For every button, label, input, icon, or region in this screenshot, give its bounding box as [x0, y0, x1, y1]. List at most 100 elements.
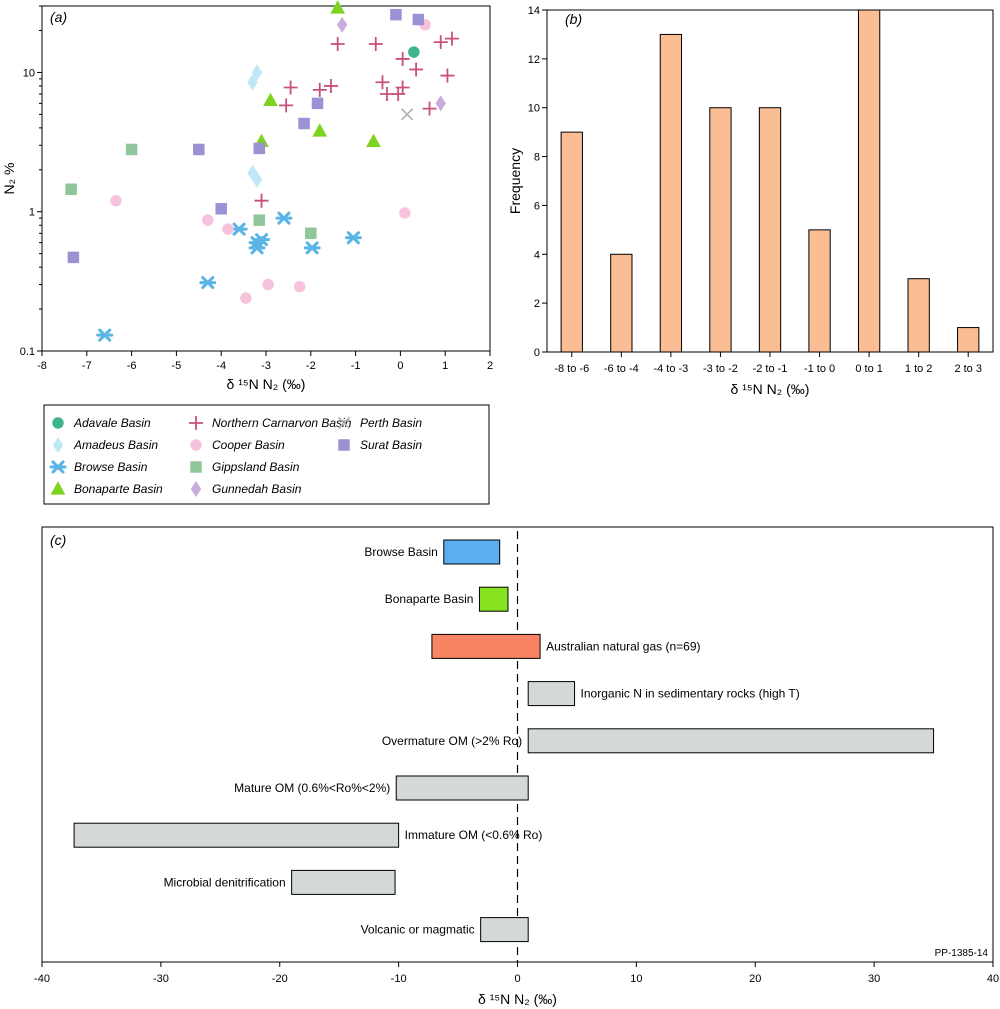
legend-label: Amadeus Basin	[73, 438, 158, 452]
x-tick-label: -5	[172, 360, 182, 372]
histogram-x-axis-label: δ ¹⁵N N₂ (‰)	[731, 381, 810, 397]
data-point	[391, 87, 406, 102]
range-bar-label: Immature OM (<0.6% Ro)	[405, 828, 543, 842]
histogram-bar	[659, 33, 683, 353]
histogram-bar	[957, 327, 980, 353]
panel-label-b: (b)	[565, 11, 582, 27]
data-point	[368, 37, 383, 52]
x-tick-label: 1	[442, 360, 448, 372]
data-point	[433, 35, 448, 50]
data-point	[199, 276, 217, 290]
data-point	[298, 117, 310, 130]
range-bar	[527, 681, 576, 707]
data-point	[125, 143, 138, 156]
data-point	[312, 123, 328, 137]
x-tick-label: 0 to 1	[855, 363, 883, 375]
range-bar	[73, 822, 400, 848]
legend-items: Adavale Basin Amadeus Basin Browse Basin Bo…	[49, 416, 422, 498]
data-point	[253, 214, 266, 226]
x-tick-label: -30	[153, 973, 169, 985]
x-tick-label: -1 to 0	[804, 363, 835, 375]
data-point	[110, 194, 122, 207]
x-tick-label: -8 to -6	[554, 363, 589, 375]
x-tick-label: -40	[34, 973, 50, 985]
data-point	[412, 13, 425, 26]
range-bar-label: Volcanic or magmatic	[361, 923, 475, 937]
histogram-bar	[709, 107, 732, 353]
x-tick-label: -8	[37, 360, 47, 372]
range-bar	[431, 633, 541, 659]
data-point	[312, 82, 327, 97]
legend-marker	[49, 460, 67, 474]
data-point	[375, 75, 390, 90]
data-point	[96, 328, 114, 342]
data-point	[422, 101, 437, 116]
range-bar	[478, 586, 509, 612]
range-bar-label: Mature OM (0.6%<Ro%<2%)	[234, 781, 390, 795]
data-point	[444, 31, 459, 46]
data-point	[247, 74, 258, 91]
data-point	[222, 223, 234, 235]
x-tick-label: 1 to 2	[905, 363, 933, 375]
data-point	[275, 211, 293, 225]
data-point	[230, 222, 248, 236]
x-tick-label: 0	[514, 973, 520, 985]
histogram-bar	[808, 229, 831, 353]
range-bar-label: Browse Basin	[364, 545, 437, 559]
x-tick-label: -6 to -4	[604, 363, 639, 375]
range-x-axis-label: δ ¹⁵N N₂ (‰)	[478, 991, 557, 1007]
scatter-axis-ticks: -8 -7 -6 -5 -4 -3 -2 -1 0 1 2 0.1 1 10	[20, 5, 493, 372]
range-axis-ticks: -40 -30 -20 -10 0 10 20 30 40	[34, 962, 999, 985]
data-point	[305, 227, 317, 240]
data-point	[390, 8, 402, 21]
y-tick-label: 0	[534, 347, 540, 359]
data-point	[303, 241, 321, 255]
range-bar	[527, 728, 935, 754]
x-tick-label: -3	[261, 360, 271, 372]
range-bar-label: Inorganic N in sedimentary rocks (high T…	[581, 687, 800, 701]
legend-marker	[50, 481, 66, 495]
data-point	[253, 142, 266, 155]
legend-marker	[189, 416, 203, 430]
scatter-x-axis-label: δ ¹⁵N N₂ (‰)	[227, 376, 306, 392]
data-point	[262, 278, 274, 291]
range-bar-label: Bonaparte Basin	[385, 592, 474, 606]
data-point	[263, 92, 278, 106]
y-tick-label: 12	[528, 54, 540, 66]
data-point	[435, 95, 446, 112]
x-tick-label: 2	[487, 360, 493, 372]
y-tick-label: 10	[528, 103, 540, 115]
range-panel-c: (c) -40 -30 -20 -10 0 10 20 30 40 Browse Basin Bo…	[34, 526, 999, 1007]
x-tick-label: -4 to -3	[653, 363, 688, 375]
x-tick-label: -2 to -1	[753, 363, 788, 375]
x-tick-label: -20	[272, 973, 288, 985]
histogram-y-axis-label: Frequency	[507, 148, 523, 214]
x-tick-label: 40	[987, 973, 999, 985]
data-point	[323, 78, 338, 93]
data-point	[401, 108, 414, 121]
legend-label: Adavale Basin	[73, 416, 151, 430]
x-tick-label: -10	[391, 973, 407, 985]
histogram-bar	[907, 278, 930, 353]
data-point	[395, 51, 410, 66]
legend-label: Surat Basin	[360, 438, 422, 452]
legend-label: Gunnedah Basin	[212, 482, 302, 496]
legend-label: Bonaparte Basin	[74, 482, 163, 496]
x-tick-label: -2	[306, 360, 316, 372]
range-bar	[480, 917, 529, 943]
x-tick-label: 2 to 3	[954, 363, 982, 375]
histogram-bars	[560, 9, 980, 353]
x-tick-label: -7	[82, 360, 92, 372]
scatter-legend: Adavale Basin Amadeus Basin Browse Basin Bo…	[43, 404, 490, 505]
scatter-plot-frame	[41, 5, 491, 352]
legend-marker	[52, 436, 64, 454]
data-point	[409, 62, 424, 77]
legend-label: Northern Carnarvon Basin	[212, 416, 352, 430]
legend-marker	[52, 417, 64, 429]
legend-marker	[190, 461, 202, 473]
x-tick-label: 10	[630, 973, 642, 985]
panel-label-c: (c)	[50, 532, 66, 548]
legend-label: Cooper Basin	[212, 438, 285, 452]
data-point	[215, 203, 227, 215]
